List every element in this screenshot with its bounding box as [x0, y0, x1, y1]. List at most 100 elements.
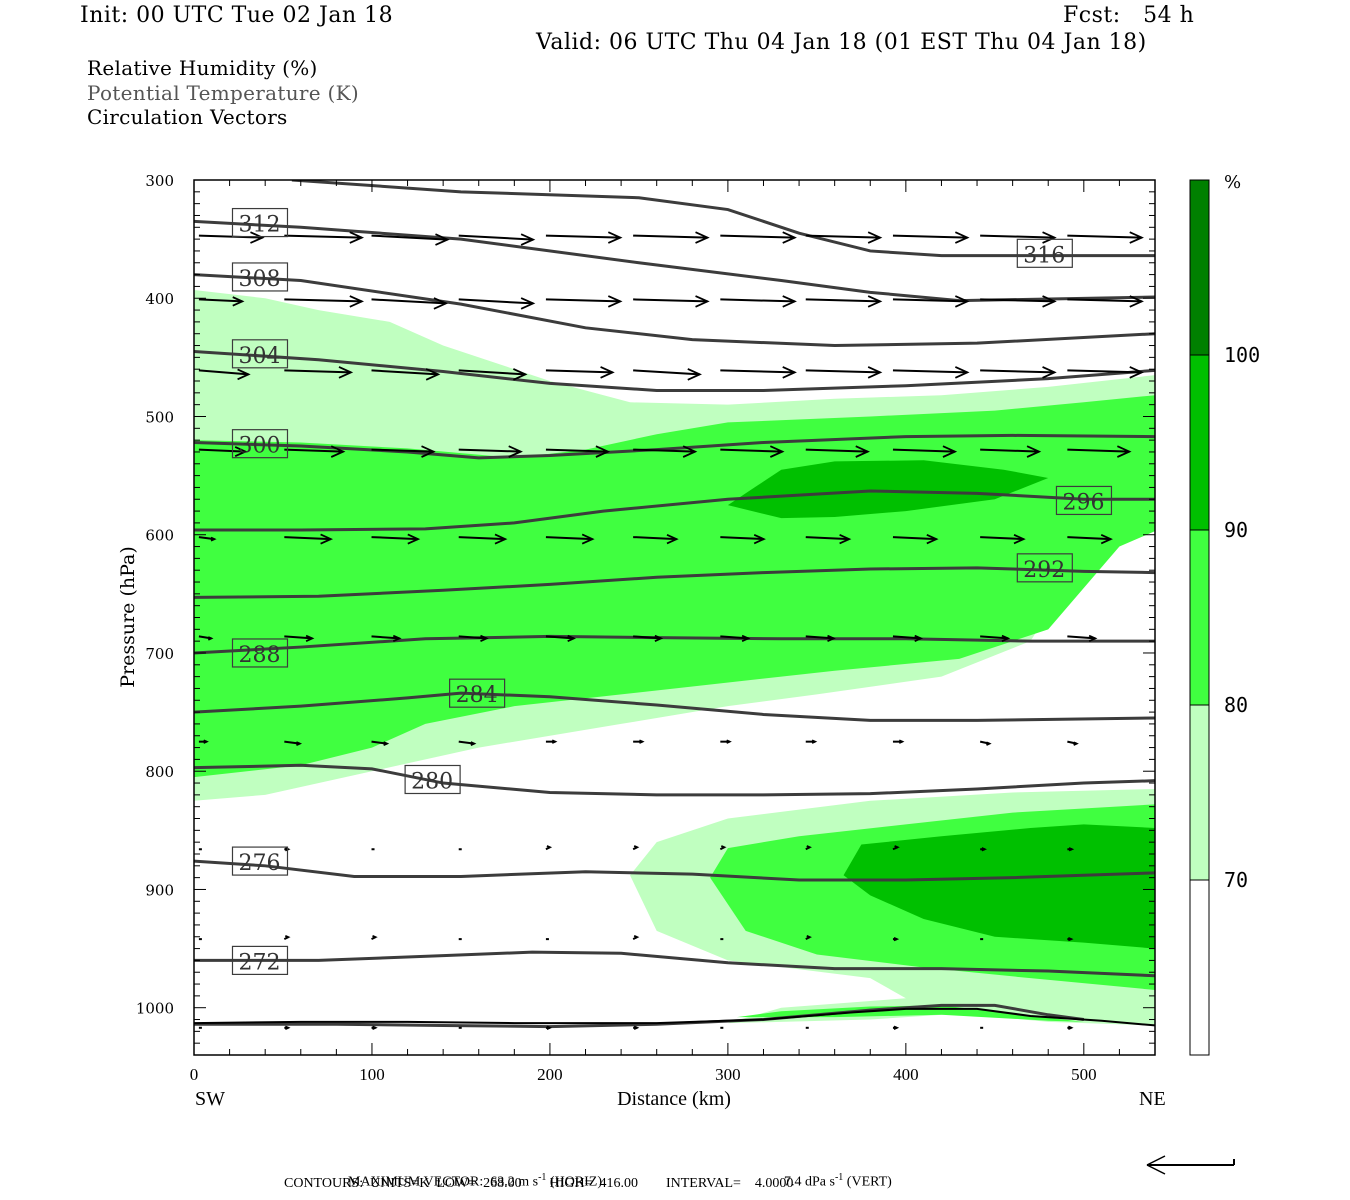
- theta-label-box: [404, 764, 461, 795]
- circulation-vector: [980, 445, 1042, 458]
- vector-head: [433, 297, 449, 310]
- x-tick-label: 0: [190, 1065, 199, 1084]
- vert-vector-line: 7.4 dPa s-1 (VERT): [777, 1156, 892, 1191]
- vector-head: [893, 1025, 900, 1030]
- circulation-vector: [980, 634, 1011, 643]
- circulation-vector: [892, 445, 958, 458]
- vector-head: [372, 1025, 378, 1030]
- vector-head: [546, 845, 553, 850]
- circulation-vector: [371, 634, 402, 643]
- vector-head: [520, 233, 536, 246]
- theta-contour-300: [194, 433, 1155, 460]
- axes-layer: 0 100 200 300 400 500 300 400 500 600 700 800 900 100…: [136, 172, 1156, 1084]
- vector-dot: [458, 1026, 462, 1029]
- circulation-vector: [198, 635, 214, 641]
- vector-head: [284, 847, 291, 852]
- vector-head: [546, 1025, 553, 1030]
- colorbar-seg-below-70: [1189, 879, 1210, 1056]
- theta-label-box: [449, 678, 506, 708]
- vector-head: [330, 445, 346, 458]
- circulation-vector: [545, 366, 615, 379]
- vector-shaft: [284, 298, 362, 303]
- vector-shaft: [805, 536, 850, 541]
- vector-shaft: [1067, 298, 1142, 303]
- vector-dot: [198, 848, 202, 851]
- vector-dot: [198, 938, 202, 941]
- theta-label-text: 296: [1062, 490, 1104, 515]
- vector-shaft: [980, 635, 1009, 640]
- theta-label-box: [1016, 553, 1073, 583]
- circulation-vector: [1067, 1025, 1074, 1030]
- vector-shaft: [284, 635, 313, 640]
- vector-head: [782, 295, 797, 308]
- theta-label-272: 272: [231, 945, 289, 976]
- theta-label-284: 284: [449, 678, 506, 708]
- circulation-vector: [371, 368, 441, 381]
- circulation-vector: [892, 936, 900, 942]
- rh-region-90-100: [727, 460, 1049, 519]
- vector-head: [284, 1025, 291, 1030]
- circulation-vector: [198, 536, 217, 542]
- vector-head: [320, 533, 334, 545]
- vector-shaft: [371, 448, 434, 453]
- circulation-vector: [284, 740, 303, 747]
- legend-relative-humidity: Relative Humidity (%): [87, 56, 318, 80]
- circulation-vector: [720, 634, 751, 643]
- vector-head: [607, 295, 623, 308]
- vector-head: [296, 741, 303, 747]
- vector-head: [682, 445, 698, 458]
- theta-label-box: [231, 945, 289, 976]
- circulation-vector: [1067, 445, 1132, 458]
- vector-head: [782, 231, 797, 244]
- y-tick-label: 800: [145, 763, 174, 781]
- forecast-hour: Fcst: 54 h: [1063, 3, 1195, 28]
- circulation-vector: [198, 446, 248, 458]
- theta-label-292: 292: [1016, 553, 1073, 583]
- vector-head: [806, 845, 812, 850]
- vector-head: [1100, 533, 1113, 545]
- circulation-vector: [980, 231, 1057, 244]
- vector-shaft: [633, 234, 708, 239]
- legend-circulation-vectors: Circulation Vectors: [87, 105, 288, 129]
- vector-shaft: [633, 369, 700, 376]
- vector-head: [839, 533, 852, 545]
- circulation-vector: [892, 634, 924, 643]
- vector-head: [237, 368, 251, 381]
- rh-region-80-90: [736, 1005, 1084, 1022]
- circulation-vector: [892, 1025, 900, 1030]
- vector-shaft: [284, 234, 362, 239]
- circulation-vector: [805, 533, 852, 545]
- vector-head: [811, 739, 818, 744]
- circulation-vector: [805, 445, 870, 458]
- vector-shaft: [284, 448, 344, 453]
- vector-head: [234, 446, 248, 458]
- theta-label-box: [1055, 485, 1113, 516]
- circulation-vector: [805, 739, 818, 744]
- vector-shaft: [980, 536, 1024, 541]
- vector-shaft: [980, 448, 1040, 453]
- circulation-vector: [284, 634, 315, 643]
- rh-shading-layer: [194, 289, 1155, 1026]
- vector-head: [494, 533, 508, 545]
- theta-label-text: 272: [238, 950, 280, 975]
- vector-head: [954, 295, 970, 308]
- circulation-vector: [720, 533, 766, 545]
- vector-shaft: [633, 536, 677, 541]
- circulation-vector-layer: [198, 231, 1155, 1030]
- circulation-vector: [1067, 231, 1144, 244]
- circulation-vector: [805, 845, 812, 851]
- theta-label-text: 276: [238, 851, 280, 876]
- vector-shaft: [720, 234, 795, 239]
- vector-head: [349, 295, 365, 308]
- vector-head: [407, 533, 421, 545]
- circulation-vector: [720, 231, 797, 244]
- vector-shaft: [720, 298, 795, 303]
- vector-shaft: [805, 448, 868, 453]
- y-tick-label: 400: [145, 290, 174, 308]
- circulation-vector: [633, 739, 645, 744]
- theta-label-text: 292: [1023, 558, 1065, 583]
- theta-contour-layer: [194, 180, 1155, 1029]
- vector-head: [986, 741, 992, 746]
- vector-shaft: [545, 298, 621, 303]
- vector-head: [867, 366, 883, 379]
